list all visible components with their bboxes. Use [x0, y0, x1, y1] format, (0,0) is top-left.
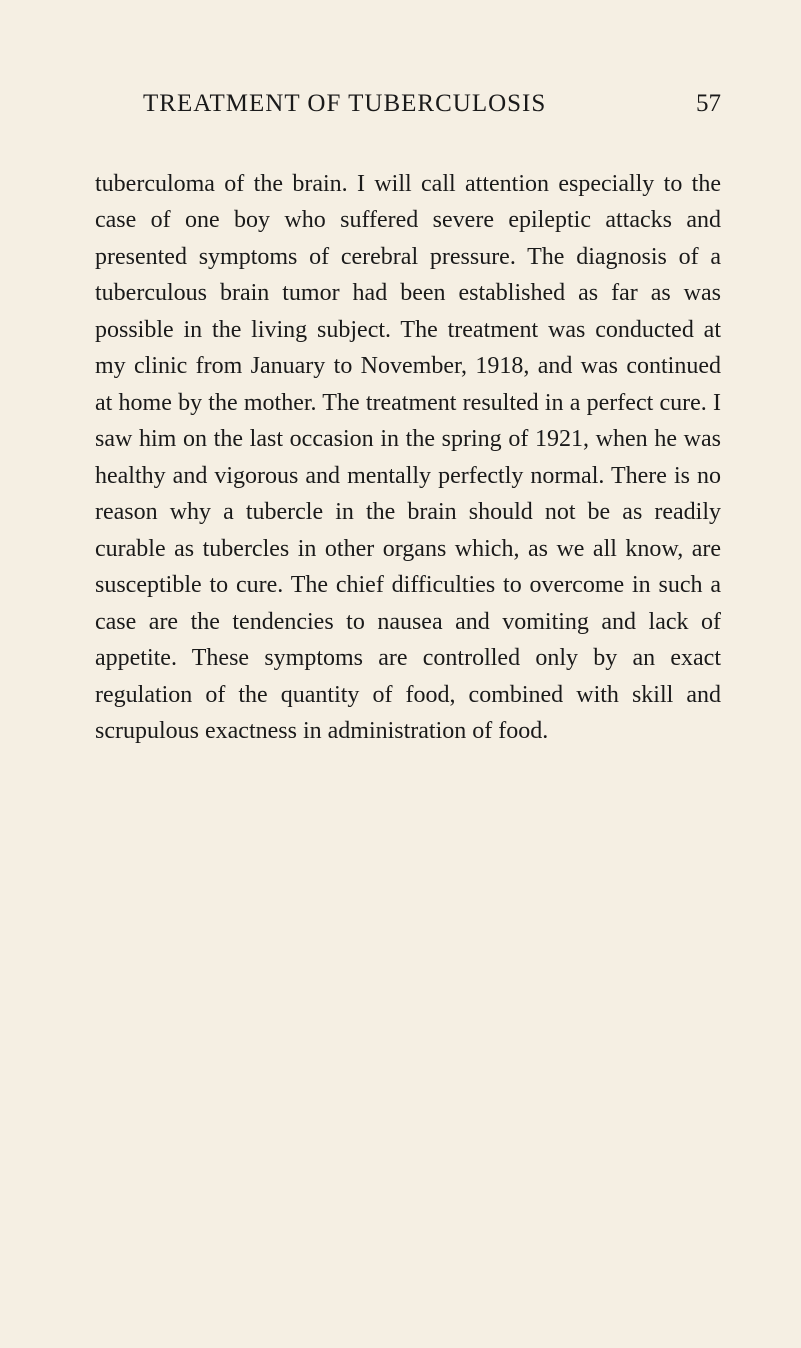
- page-header: TREATMENT OF TUBERCULOSIS 57: [95, 90, 721, 118]
- page-number: 57: [696, 90, 721, 118]
- body-paragraph: tuberculoma of the brain. I will call at…: [95, 166, 721, 750]
- header-title: TREATMENT OF TUBERCULOSIS: [143, 90, 546, 118]
